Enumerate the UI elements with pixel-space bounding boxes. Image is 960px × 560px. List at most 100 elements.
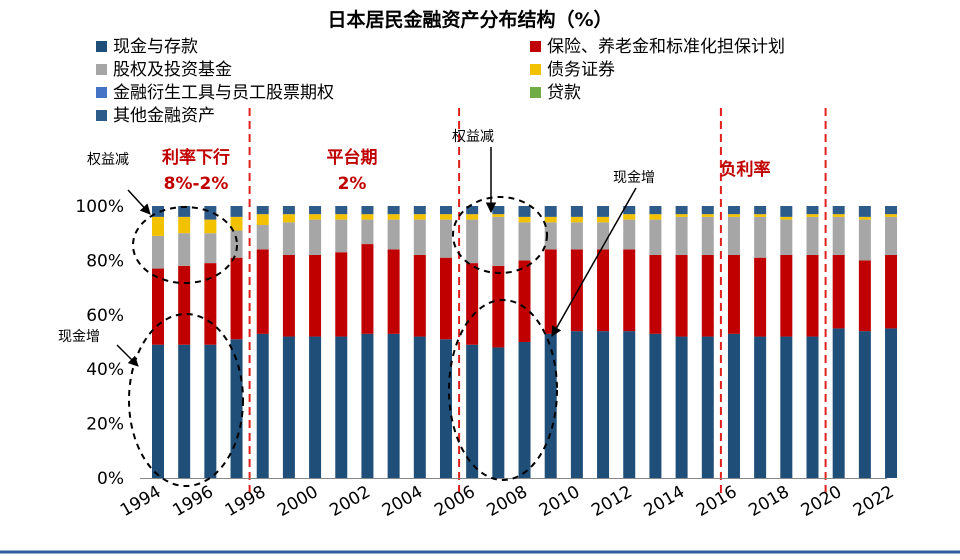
bar-1999-series-1 [282, 254, 295, 337]
bar-2005-series-3 [439, 214, 452, 220]
bar-2011-series-6 [597, 206, 610, 217]
bar-2011-series-0 [597, 331, 610, 478]
bar-1995-series-2 [178, 233, 191, 266]
bar-2001-series-2 [335, 219, 348, 253]
x-tick-label-2014: 2014 [641, 482, 688, 521]
bar-2009-series-0 [544, 333, 557, 478]
chart-title: 日本居民金融资产分布结构（%） [327, 8, 612, 31]
bar-2020-series-6 [832, 206, 845, 215]
period-sublabel-plateau: 2% [338, 174, 367, 194]
bar-2007-series-3 [492, 214, 505, 217]
bar-2017-series-0 [754, 336, 767, 478]
bar-1994-series-6 [152, 206, 164, 217]
bar-2011-series-2 [597, 222, 610, 250]
bar-2002-series-3 [361, 214, 374, 220]
bar-2022-series-1 [885, 254, 898, 329]
legend-label-3: 债务证券 [547, 60, 615, 80]
bar-1999-series-0 [282, 336, 295, 478]
bar-2014-series-0 [675, 336, 688, 478]
bar-2022-series-6 [885, 206, 898, 215]
bar-2015-series-2 [701, 216, 714, 255]
bar-2005-series-2 [439, 219, 452, 258]
bar-2020-series-0 [832, 328, 845, 478]
bar-2020-series-1 [832, 254, 845, 329]
bar-2017-series-1 [754, 257, 767, 337]
y-tick-label-0: 0% [97, 469, 124, 489]
bar-1997-series-6 [230, 206, 243, 217]
bar-2002-series-6 [361, 206, 374, 215]
bar-2016-series-3 [727, 214, 740, 217]
bar-2019-series-3 [806, 214, 819, 217]
bar-2004-series-3 [413, 214, 426, 220]
bar-2004-series-1 [413, 254, 426, 337]
bar-2005-series-6 [439, 206, 452, 215]
x-tick-label-1996: 1996 [169, 482, 216, 521]
annotation-arrow-cash-1 [116, 344, 139, 367]
bar-2021-series-3 [858, 216, 871, 220]
bar-2007-series-6 [492, 206, 505, 215]
bar-2000-series-2 [309, 219, 322, 255]
bar-2014-series-2 [675, 216, 688, 255]
y-tick-label-5: 100% [75, 197, 124, 217]
x-tick-label-2004: 2004 [379, 482, 426, 521]
bar-2012-series-6 [623, 206, 636, 215]
bar-2009-series-2 [544, 222, 557, 250]
highlight-ellipse-equity-2 [452, 196, 548, 274]
bar-2018-series-0 [780, 336, 793, 478]
y-tick-label-4: 80% [86, 251, 124, 271]
annotation-arrow-cash-2 [551, 187, 637, 337]
x-tick-label-2020: 2020 [798, 482, 845, 521]
bar-1997-series-1 [230, 257, 243, 340]
bar-2003-series-3 [387, 214, 400, 220]
bar-2006-series-3 [466, 214, 479, 220]
bar-2017-series-6 [754, 206, 767, 215]
bar-2008-series-6 [518, 206, 531, 217]
bar-2011-series-1 [597, 249, 610, 332]
legend-swatch-4 [96, 87, 107, 98]
y-tick-label-1: 20% [86, 415, 124, 435]
legend-swatch-5 [530, 87, 541, 98]
bar-1996-series-2 [204, 233, 217, 264]
bar-1997-series-2 [230, 230, 243, 258]
legend-label-2: 股权及投资基金 [113, 60, 232, 80]
bar-2019-series-2 [806, 216, 819, 255]
bar-2015-series-0 [701, 336, 714, 478]
bar-1998-series-1 [256, 249, 269, 334]
legend-label-0: 现金与存款 [113, 37, 198, 57]
x-axis: 1994 1996 1998 2000 2002 2004 2006 2008 2010 2012… [117, 478, 898, 521]
bar-2013-series-0 [649, 333, 662, 478]
bar-2013-series-6 [649, 206, 662, 215]
bar-2002-series-2 [361, 219, 374, 245]
x-tick-label-2006: 2006 [431, 482, 478, 521]
legend-label-1: 保险、养老金和标准化担保计划 [547, 37, 785, 57]
bar-2019-series-6 [806, 206, 819, 215]
bar-2019-series-1 [806, 254, 819, 337]
bar-2017-series-3 [754, 214, 767, 217]
bar-1999-series-2 [282, 222, 295, 255]
highlight-ellipse-cash-1 [128, 313, 244, 487]
bar-2018-series-6 [780, 206, 793, 217]
highlight-ellipse-cash-2 [448, 299, 558, 481]
bar-2004-series-0 [413, 336, 426, 478]
bar-2003-series-0 [387, 333, 400, 478]
bar-2007-series-1 [492, 265, 505, 348]
bar-1995-series-1 [178, 265, 191, 345]
bar-2018-series-2 [780, 219, 793, 255]
bar-2016-series-6 [727, 206, 740, 215]
bar-2016-series-2 [727, 216, 740, 255]
bar-1998-series-6 [256, 206, 269, 215]
bar-2012-series-2 [623, 219, 636, 250]
bar-2001-series-3 [335, 214, 348, 220]
y-tick-label-2: 40% [86, 360, 124, 380]
x-tick-label-2012: 2012 [588, 482, 635, 521]
x-tick-label-1994: 1994 [117, 482, 164, 521]
bar-2020-series-3 [832, 214, 845, 217]
bar-1996-series-1 [204, 263, 217, 345]
period-label-negative-rate: 负利率 [720, 159, 771, 180]
bar-2005-series-1 [439, 257, 452, 340]
x-tick-label-2022: 2022 [850, 482, 897, 521]
bar-2009-series-1 [544, 249, 557, 334]
bar-2004-series-2 [413, 219, 426, 255]
